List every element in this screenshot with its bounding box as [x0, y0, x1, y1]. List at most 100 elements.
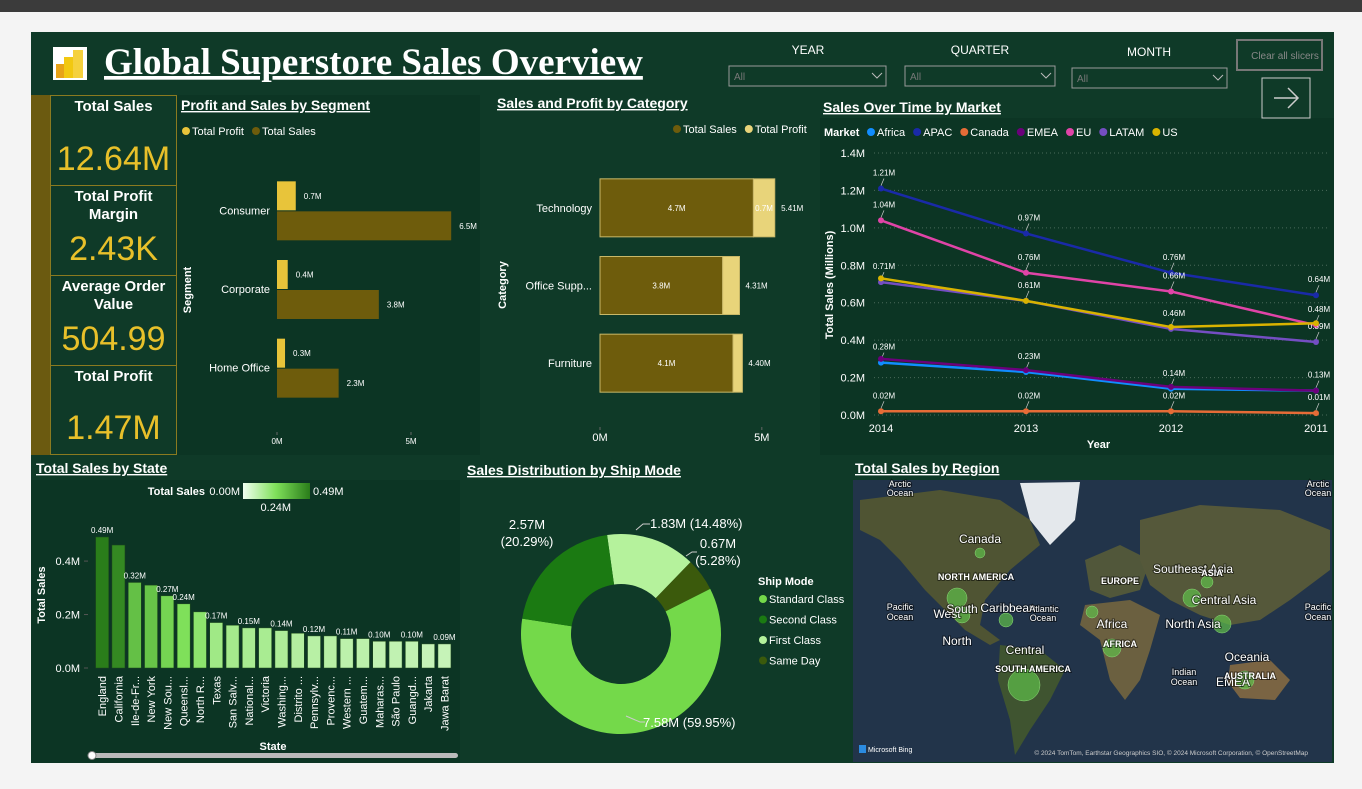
- point: [1313, 410, 1319, 417]
- point: [878, 217, 884, 224]
- bar: [372, 641, 386, 669]
- value-label: 0.66M: [1163, 271, 1186, 280]
- kpi-value: 12.64M: [56, 140, 171, 178]
- map-label: Ocean: [887, 612, 914, 622]
- legend-marker: [960, 128, 969, 136]
- bar: [193, 611, 207, 669]
- legend-marker: [673, 125, 681, 133]
- label-leader: [1025, 290, 1030, 298]
- x-tick-label: Pennsylv...: [309, 676, 321, 729]
- label-leader: [880, 401, 885, 409]
- label-leader: [1025, 262, 1030, 270]
- bar: [277, 338, 286, 368]
- map-label: AFRICA: [1103, 639, 1137, 649]
- legend-title: Ship Mode: [758, 576, 814, 588]
- legend-label: Same Day: [769, 656, 821, 668]
- value-label: 0.61M: [1018, 281, 1041, 290]
- chart-title: Total Sales by Region: [855, 460, 999, 476]
- value-label: 0.76M: [1018, 253, 1041, 262]
- point: [1168, 269, 1174, 276]
- legend-label: Total Profit: [192, 126, 244, 138]
- axis-title: State: [260, 741, 287, 753]
- y-tick-label: 1.0M: [841, 223, 865, 235]
- x-tick-label: Texas: [211, 676, 223, 705]
- x-tick-label: 0M: [271, 437, 282, 446]
- kpi-card: Average Order Value 504.99: [50, 275, 177, 366]
- scrollbar: [88, 753, 458, 758]
- window-bar: [0, 0, 1362, 12]
- value-label: 0.7M: [304, 192, 322, 201]
- x-tick-label: Provenc...: [325, 676, 337, 726]
- map-label: North: [942, 634, 971, 648]
- value-label: 0.4M: [296, 271, 314, 280]
- map-label: Southeast Asia: [1153, 562, 1233, 576]
- point: [1023, 408, 1029, 415]
- bar: [209, 622, 223, 669]
- value-label: 1.83M (14.48%): [650, 516, 743, 531]
- map-label: South: [946, 602, 977, 616]
- chart-title: Sales and Profit by Category: [497, 95, 688, 111]
- clear-button[interactable]: [1236, 39, 1323, 71]
- label-leader: [1025, 401, 1030, 409]
- y-tick-label: 0.2M: [841, 373, 865, 385]
- point: [878, 275, 884, 282]
- legend-marker: [1016, 128, 1025, 136]
- x-tick-label: National...: [244, 676, 256, 726]
- clear-button-label[interactable]: Clear all slicers: [1251, 51, 1319, 62]
- label-leader: [1170, 262, 1175, 270]
- bar: [277, 368, 339, 398]
- value-label: 0.46M: [1163, 309, 1186, 318]
- legend-label: Canada: [970, 127, 1009, 139]
- map-label: Caribbean: [980, 601, 1035, 615]
- value-label: 0.48M: [1308, 305, 1331, 314]
- x-tick-label: 5M: [754, 432, 769, 444]
- line: [880, 219, 1317, 327]
- x-tick-label: England: [97, 676, 109, 716]
- map-label: Canada: [959, 532, 1001, 546]
- map-label: Pacific: [887, 602, 914, 612]
- slicer[interactable]: [728, 65, 887, 87]
- legend-marker: [867, 128, 875, 136]
- legend-title: Market: [824, 127, 860, 139]
- legend-marker: [1099, 128, 1108, 136]
- x-tick-label: Guangd...: [407, 676, 419, 724]
- donut-slice: [522, 534, 615, 627]
- x-tick-label: Western ...: [342, 676, 354, 729]
- category-label: Corporate: [221, 284, 270, 296]
- point: [1313, 292, 1319, 299]
- panel: [177, 95, 480, 455]
- slicer[interactable]: [904, 65, 1056, 87]
- legend-label: US: [1162, 127, 1177, 139]
- legend-label: Total Sales: [683, 124, 737, 136]
- label-leader: [1025, 223, 1030, 231]
- value-label: 0.64M: [1308, 275, 1331, 284]
- point: [878, 355, 884, 362]
- slicer[interactable]: [1071, 67, 1228, 89]
- total-label: 4.40M: [748, 359, 771, 368]
- bar: [144, 584, 158, 669]
- next-page-button[interactable]: [1261, 77, 1311, 119]
- slicer-label: YEAR: [792, 43, 825, 57]
- x-tick-label: Queensl...: [179, 676, 191, 726]
- bar: [291, 633, 305, 669]
- legend-label: EMEA: [1027, 127, 1059, 139]
- category-label: Office Supp...: [526, 281, 592, 293]
- category-label: Home Office: [209, 363, 270, 375]
- map-label: Arctic: [1307, 479, 1330, 489]
- label-leader: [1315, 402, 1320, 411]
- map-label: NORTH AMERICA: [938, 572, 1015, 582]
- point: [1313, 339, 1319, 346]
- y-tick-label: 0.0M: [841, 410, 865, 422]
- legend-marker: [759, 595, 767, 603]
- legend-label: Total Profit: [755, 124, 807, 136]
- point: [878, 408, 884, 415]
- label-leader: [1170, 281, 1175, 289]
- value-label: 0.09M: [433, 633, 456, 642]
- bar: [437, 643, 452, 669]
- map-label: Indian: [1172, 667, 1197, 677]
- bar: [258, 627, 272, 669]
- point: [878, 185, 884, 192]
